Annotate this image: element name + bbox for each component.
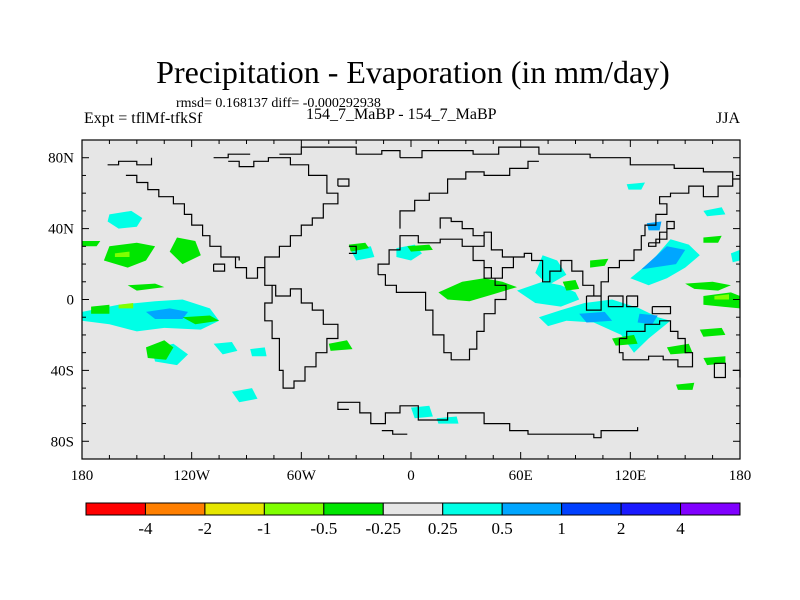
colorbar-box xyxy=(561,502,622,516)
contour-region xyxy=(612,334,638,346)
colorbar-label: 0.5 xyxy=(492,519,513,538)
contour-region xyxy=(562,280,580,291)
contour-region xyxy=(82,299,220,332)
x-tick-label: 180 xyxy=(729,468,752,484)
contour-region xyxy=(703,207,726,217)
contour-region xyxy=(146,340,174,360)
contour-region xyxy=(538,299,671,353)
contour-region xyxy=(118,303,134,309)
colorbar-box xyxy=(442,502,503,516)
y-tick-label: 80N xyxy=(48,151,74,167)
colorbar-box xyxy=(382,502,444,516)
contour-region xyxy=(213,342,238,355)
contour-region xyxy=(250,347,267,357)
colorbar-label: -1 xyxy=(257,519,271,538)
contour-region xyxy=(730,249,740,263)
contour-region xyxy=(146,308,188,319)
contour-region xyxy=(676,382,695,390)
contour-region xyxy=(703,235,722,243)
colorbar-label: 0.25 xyxy=(428,519,458,538)
contour-region xyxy=(127,283,165,291)
stats-label: rmsd= 0.168137 diff= -0.000292938 xyxy=(176,96,381,111)
y-axis: 80N 40N 0 40S 80S xyxy=(48,139,740,460)
contour-region xyxy=(407,244,433,252)
colorbar-box xyxy=(144,502,206,516)
y-tick-label: 40N xyxy=(48,222,74,238)
contour-region xyxy=(641,246,686,270)
contour-region xyxy=(637,313,658,325)
contour-region xyxy=(91,304,110,314)
colorbar-box xyxy=(85,502,146,516)
contour-region xyxy=(626,182,645,190)
contour-region xyxy=(703,292,740,309)
x-axis: 180 120W 60W 0 60E 120E 180 xyxy=(71,140,752,484)
contour-region xyxy=(169,237,201,265)
x-tick-label: 120E xyxy=(614,468,646,484)
chart-title: Precipitation - Evaporation (in mm/day) xyxy=(156,54,670,90)
contour-region xyxy=(517,281,580,307)
contour-region xyxy=(411,405,433,419)
contour-region xyxy=(646,221,662,231)
colorbar-label: 2 xyxy=(617,519,626,538)
colorbar-box xyxy=(501,502,563,516)
x-tick-label: 120W xyxy=(173,468,211,484)
contour-region xyxy=(82,241,101,247)
contour-region xyxy=(685,281,731,291)
contour-region xyxy=(328,340,353,351)
contour-region xyxy=(590,258,609,268)
colorbar-label: 4 xyxy=(676,519,685,538)
y-tick-label: 80S xyxy=(51,434,74,450)
colorbar: -4 -2 -1 -0.5 -0.25 0.25 0.5 1 2 4 xyxy=(85,502,741,538)
contour-region xyxy=(182,315,220,325)
y-tick-label: 40S xyxy=(51,363,74,379)
contour-region xyxy=(579,311,613,323)
contour-region xyxy=(666,343,693,355)
contour-region xyxy=(114,251,130,257)
contour-region xyxy=(714,294,729,300)
experiment-label: Expt = tflMf-tfkSf xyxy=(84,110,203,127)
colorbar-box xyxy=(680,502,741,516)
season-label: JJA xyxy=(716,110,741,127)
coastline-path xyxy=(107,146,741,439)
x-tick-label: 0 xyxy=(407,468,415,484)
colorbar-label: -4 xyxy=(138,519,153,538)
colorbar-box xyxy=(620,502,682,516)
y-tick-label: 0 xyxy=(67,293,75,309)
coastlines xyxy=(107,146,741,439)
x-tick-label: 180 xyxy=(71,468,94,484)
contour-region xyxy=(348,242,369,252)
contour-region xyxy=(231,388,258,403)
colorbar-label: -2 xyxy=(198,519,212,538)
contour-region xyxy=(699,327,726,337)
colorbar-box xyxy=(263,502,325,516)
x-tick-label: 60W xyxy=(287,468,317,484)
colorbar-label: -0.5 xyxy=(310,519,337,538)
colorbar-box xyxy=(204,502,265,516)
colorbar-label: 1 xyxy=(557,519,566,538)
colorbar-label: -0.25 xyxy=(366,519,401,538)
x-tick-label: 60E xyxy=(509,468,533,484)
contour-region xyxy=(107,210,143,229)
colorbar-box xyxy=(323,502,384,516)
contour-region xyxy=(438,278,517,302)
case-label: 154_7_MaBP - 154_7_MaBP xyxy=(306,106,497,123)
